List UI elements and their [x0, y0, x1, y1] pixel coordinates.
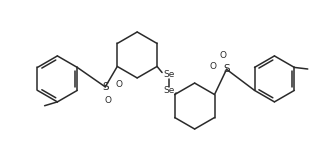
Text: Se: Se: [163, 70, 175, 79]
Text: S: S: [102, 82, 109, 92]
Text: O: O: [105, 96, 112, 105]
Text: S: S: [223, 64, 230, 74]
Text: Se: Se: [163, 86, 175, 95]
Text: O: O: [219, 51, 226, 60]
Text: O: O: [115, 80, 122, 89]
Text: O: O: [210, 62, 217, 71]
